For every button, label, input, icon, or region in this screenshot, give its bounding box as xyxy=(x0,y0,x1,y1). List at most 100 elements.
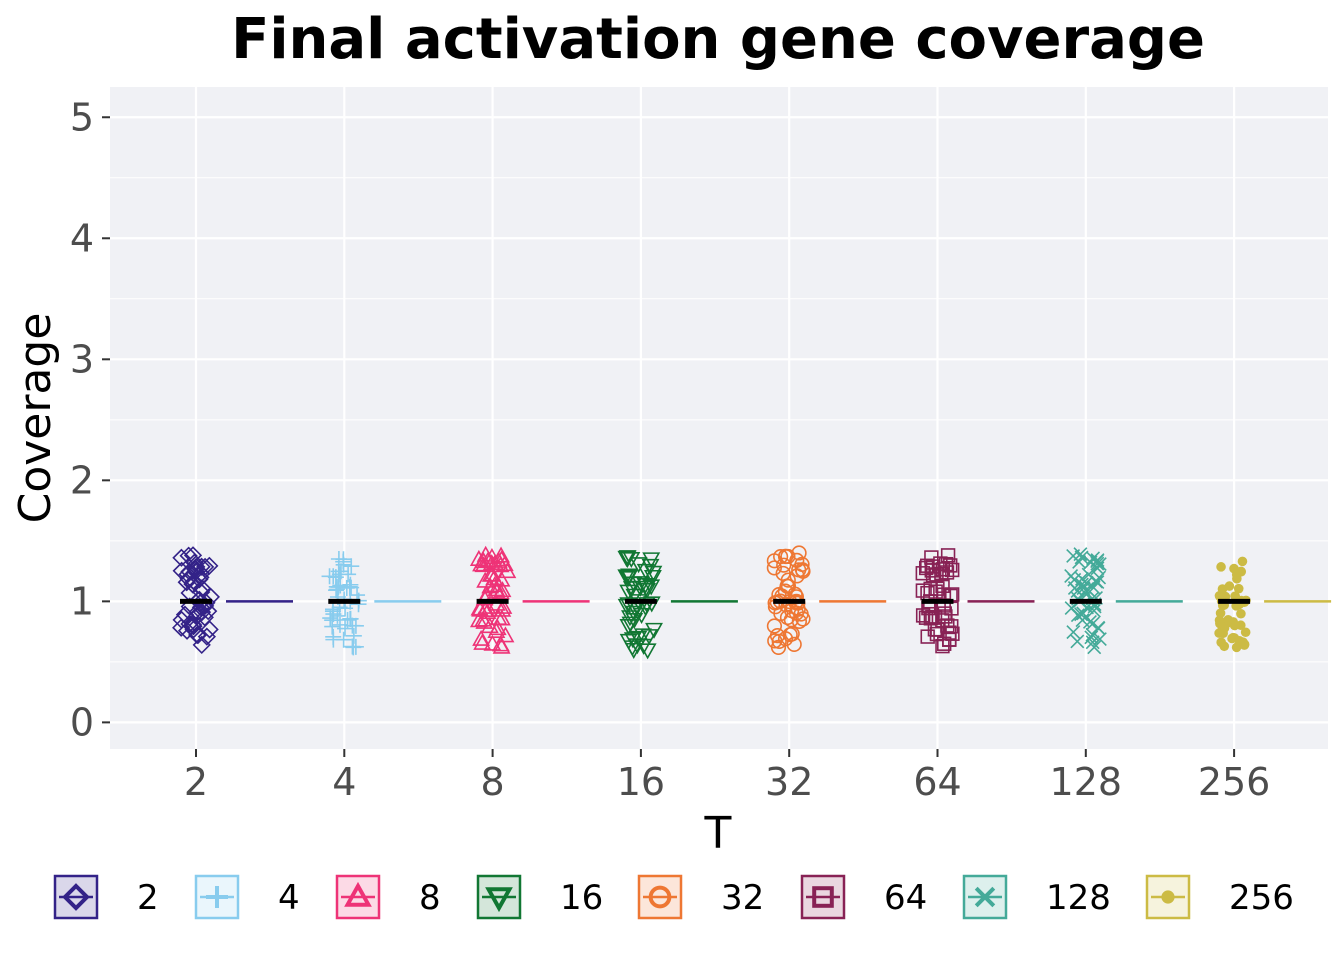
data-point xyxy=(200,620,219,639)
data-point xyxy=(1082,614,1097,629)
data-point xyxy=(628,638,647,655)
data-point xyxy=(342,611,359,628)
data-point xyxy=(1236,566,1246,577)
y-tick-label: 0 xyxy=(70,700,94,744)
data-point xyxy=(1214,628,1224,638)
x-tick-label: 128 xyxy=(1050,760,1123,804)
data-point xyxy=(786,636,802,652)
legend-item-128: 128 xyxy=(962,874,1111,920)
series-2-points xyxy=(172,546,220,655)
legend-label: 32 xyxy=(721,878,764,918)
data-point xyxy=(623,640,642,657)
y-tick-label: 2 xyxy=(70,458,94,502)
data-point xyxy=(915,566,930,581)
y-tick-label: 3 xyxy=(70,337,94,381)
data-point xyxy=(177,621,197,640)
legend: 2 4 8 16 32 64 128 256 xyxy=(53,874,1294,920)
data-point xyxy=(766,560,782,576)
data-point xyxy=(780,572,796,588)
x-tick-label: 2 xyxy=(184,760,208,804)
data-point xyxy=(482,554,501,571)
x-tick-label: 16 xyxy=(617,760,665,804)
data-point xyxy=(192,557,211,576)
series-16-points xyxy=(617,550,663,660)
data-point xyxy=(492,570,511,587)
data-point xyxy=(322,610,339,627)
data-point xyxy=(1064,569,1079,583)
data-point xyxy=(629,557,648,574)
data-point xyxy=(341,578,358,595)
data-point xyxy=(1229,563,1239,574)
data-point xyxy=(632,607,651,624)
data-point xyxy=(783,612,799,628)
y-tick-label: 4 xyxy=(70,216,94,260)
data-point xyxy=(920,629,935,644)
legend-item-4: 4 xyxy=(194,874,300,920)
data-point xyxy=(340,566,357,583)
legend-label: 64 xyxy=(884,878,927,918)
data-point xyxy=(935,613,950,628)
legend-label: 16 xyxy=(560,878,603,918)
data-point xyxy=(492,609,511,626)
data-point xyxy=(492,550,511,567)
data-point xyxy=(631,580,650,597)
data-point xyxy=(1087,640,1102,655)
legend-symbol xyxy=(485,887,513,913)
data-point xyxy=(337,620,354,637)
data-point xyxy=(1216,562,1226,572)
data-point xyxy=(618,551,637,568)
legend-symbol xyxy=(62,883,90,911)
data-point xyxy=(1086,580,1101,595)
x-axis: 2 4 8 16 32 64 128 256 xyxy=(184,749,1270,804)
data-point xyxy=(1215,608,1226,618)
data-point xyxy=(924,563,939,578)
data-point xyxy=(1076,606,1091,621)
legend-label: 8 xyxy=(419,878,441,918)
legend-symbol xyxy=(206,886,228,908)
data-point xyxy=(1084,630,1099,645)
data-point xyxy=(1091,620,1106,635)
data-point xyxy=(619,619,638,636)
data-point xyxy=(937,636,952,651)
data-point xyxy=(498,562,517,579)
data-point xyxy=(1092,632,1107,647)
x-tick-label: 8 xyxy=(481,760,505,804)
data-point xyxy=(777,583,793,599)
data-point xyxy=(1233,583,1244,594)
data-point xyxy=(347,638,364,655)
y-axis: 0 1 2 3 4 5 xyxy=(70,95,110,744)
x-tick-label: 32 xyxy=(765,760,813,804)
data-point xyxy=(1219,641,1230,652)
data-point xyxy=(791,562,807,578)
data-point xyxy=(328,581,345,598)
data-point xyxy=(776,557,792,573)
data-point xyxy=(335,553,352,570)
plot-panel xyxy=(110,87,1328,749)
data-points xyxy=(172,545,1251,660)
data-point xyxy=(345,627,362,644)
data-point xyxy=(918,610,934,625)
data-point xyxy=(1240,627,1251,638)
legend-symbol xyxy=(344,881,372,907)
legend-label: 256 xyxy=(1229,878,1294,918)
legend-item-32: 32 xyxy=(637,874,764,920)
x-tick-label: 4 xyxy=(332,760,356,804)
legend-symbol xyxy=(1161,890,1175,904)
data-point xyxy=(782,627,798,643)
data-point xyxy=(1090,553,1105,567)
data-point xyxy=(915,583,931,598)
legend-label: 128 xyxy=(1046,878,1111,918)
data-point xyxy=(940,548,956,563)
legend-item-64: 64 xyxy=(800,874,927,920)
data-point xyxy=(767,633,783,649)
data-point xyxy=(1217,584,1228,594)
data-point xyxy=(1236,608,1246,619)
y-tick-label: 1 xyxy=(70,579,94,623)
data-point xyxy=(493,581,512,598)
legend-item-256: 256 xyxy=(1145,874,1294,920)
data-point xyxy=(496,626,515,643)
data-point xyxy=(1072,554,1087,569)
legend-label: 2 xyxy=(137,878,159,918)
data-point xyxy=(1085,635,1100,650)
